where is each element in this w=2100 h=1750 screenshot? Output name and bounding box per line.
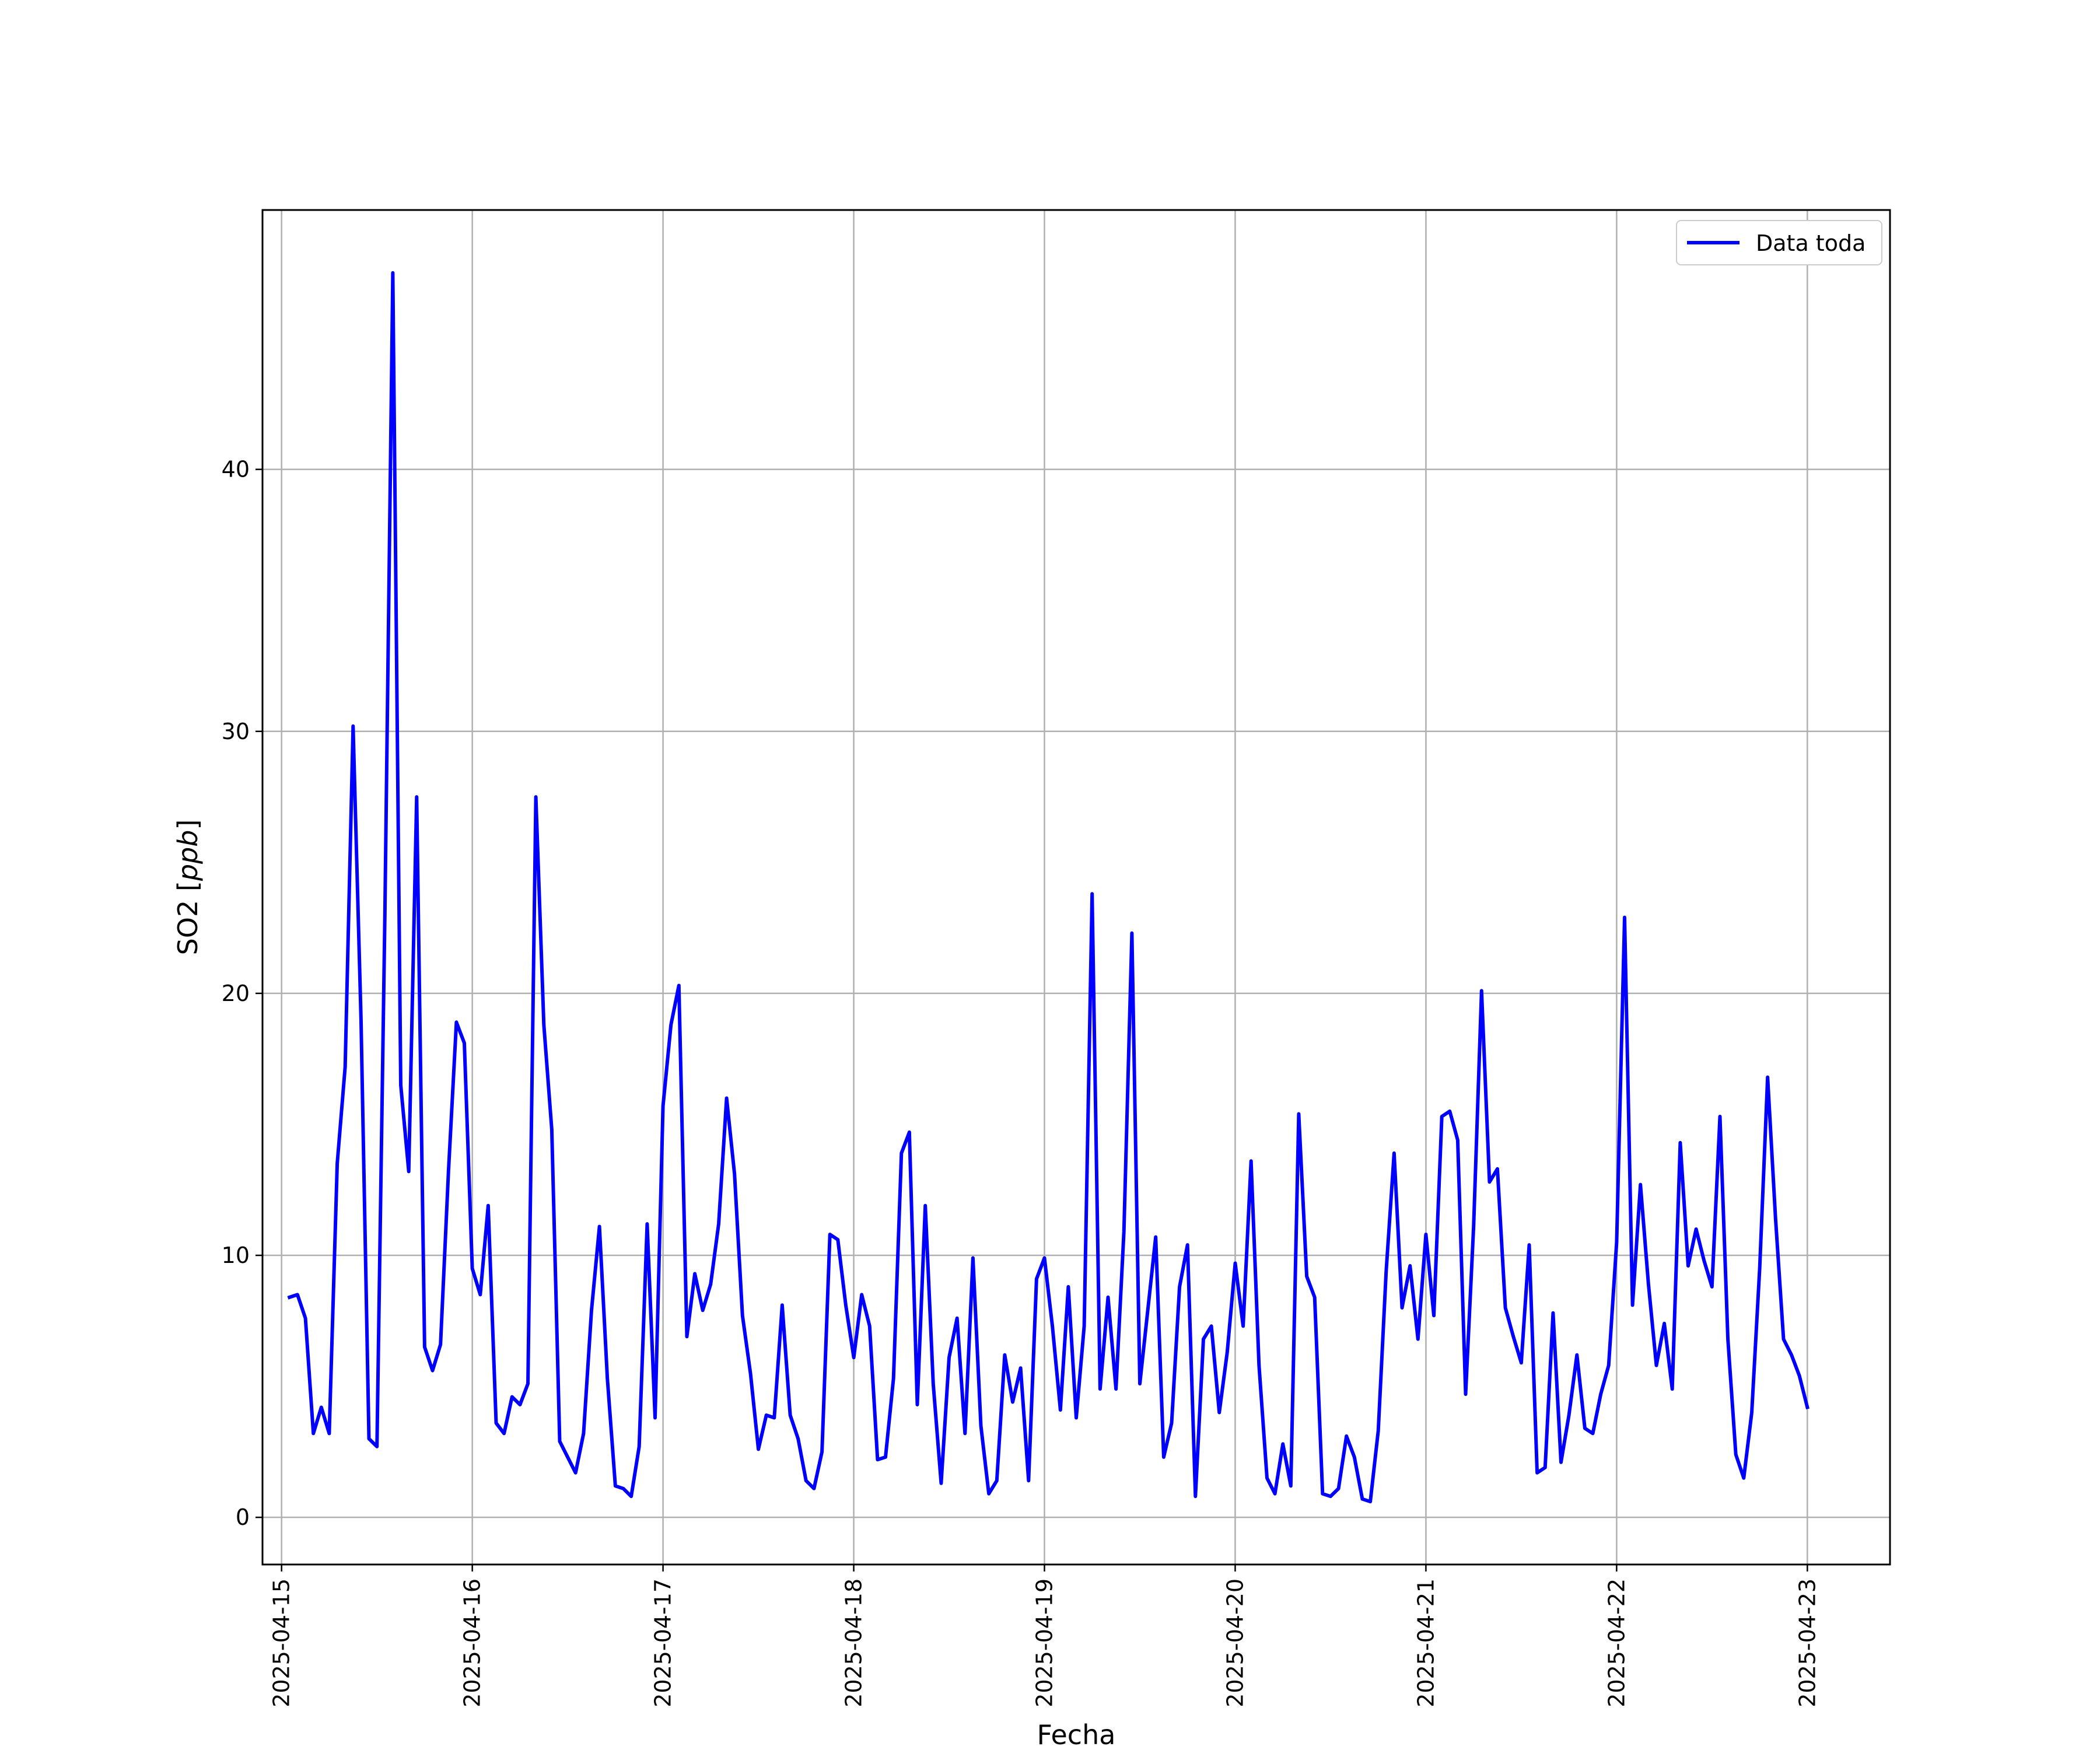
legend-box xyxy=(1676,220,1882,265)
series-line-data-toda xyxy=(287,271,1810,1504)
plot-frame xyxy=(261,209,1891,1566)
legend: Data toda xyxy=(1676,220,1882,265)
x-tick-label: 2025-04-19 xyxy=(1032,1578,1058,1707)
x-tick-label: 2025-04-22 xyxy=(1604,1578,1629,1707)
legend-label-data-toda: Data toda xyxy=(1756,230,1866,256)
x-tick-label: 2025-04-23 xyxy=(1794,1578,1820,1707)
x-axis-title: Fecha xyxy=(1037,1719,1116,1750)
x-tick-label: 2025-04-15 xyxy=(269,1578,295,1707)
x-tick-label: 2025-04-18 xyxy=(841,1578,867,1707)
x-tick-label: 2025-04-16 xyxy=(460,1578,485,1707)
x-axis: 2025-04-15 2025-04-16 2025-04-17 2025-04-18… xyxy=(269,1564,1820,1707)
y-tick-label: 30 xyxy=(222,719,250,744)
grid-lines xyxy=(262,210,1890,1564)
y-tick-label: 0 xyxy=(236,1504,250,1530)
x-tick-label: 2025-04-21 xyxy=(1413,1578,1438,1707)
y-axis-title: SO2 [ppb] xyxy=(172,820,204,956)
y-axis: 0 10 20 30 40 xyxy=(222,457,262,1530)
series-layer xyxy=(287,271,1810,1504)
x-tick-label: 2025-04-17 xyxy=(650,1578,676,1707)
y-tick-label: 40 xyxy=(222,457,250,482)
y-tick-label: 20 xyxy=(222,981,250,1006)
x-tick-label: 2025-04-20 xyxy=(1222,1578,1248,1707)
y-tick-label: 10 xyxy=(222,1242,250,1268)
